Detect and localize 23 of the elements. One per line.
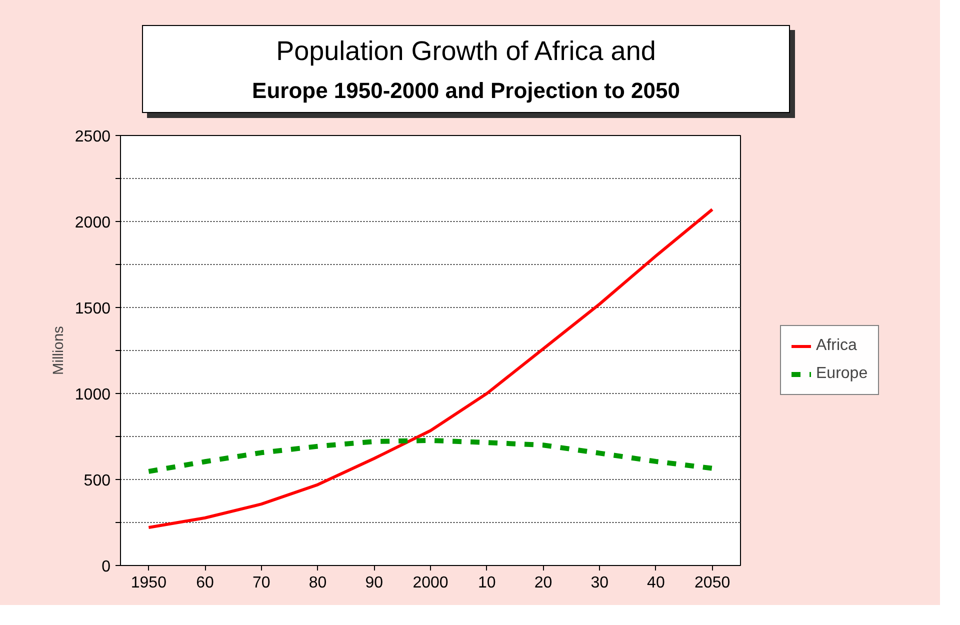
x-tick-label: 2000: [412, 574, 448, 592]
x-tick-label: 70: [252, 574, 270, 592]
x-tick-label: 20: [534, 574, 552, 592]
x-tick-label: 60: [196, 574, 214, 592]
chart-subtitle: Europe 1950-2000 and Projection to 2050: [251, 76, 681, 105]
y-tick-label: 2000: [74, 214, 111, 232]
x-tick-label: 90: [365, 574, 384, 592]
y-axis-title: Millions: [50, 326, 67, 375]
x-tick-label: 2050: [694, 574, 730, 592]
line-series: [147, 208, 714, 529]
x-tick-label: 1950: [130, 574, 167, 592]
legend-label: Africa: [816, 337, 857, 355]
y-tick-label: 2500: [74, 128, 111, 146]
chart-title: Population Growth of Africa and: [275, 35, 657, 68]
x-tick-label: 80: [308, 574, 327, 592]
x-tick-label: 30: [590, 574, 609, 592]
y-tick-label: 500: [84, 472, 111, 490]
y-tick-label: 1000: [74, 386, 111, 404]
x-tick-label: 40: [647, 574, 665, 592]
legend-label: Europe: [816, 365, 868, 383]
y-tick-label: 0: [102, 558, 111, 576]
y-tick-label: 1500: [74, 300, 111, 318]
x-tick-label: 10: [478, 574, 496, 592]
